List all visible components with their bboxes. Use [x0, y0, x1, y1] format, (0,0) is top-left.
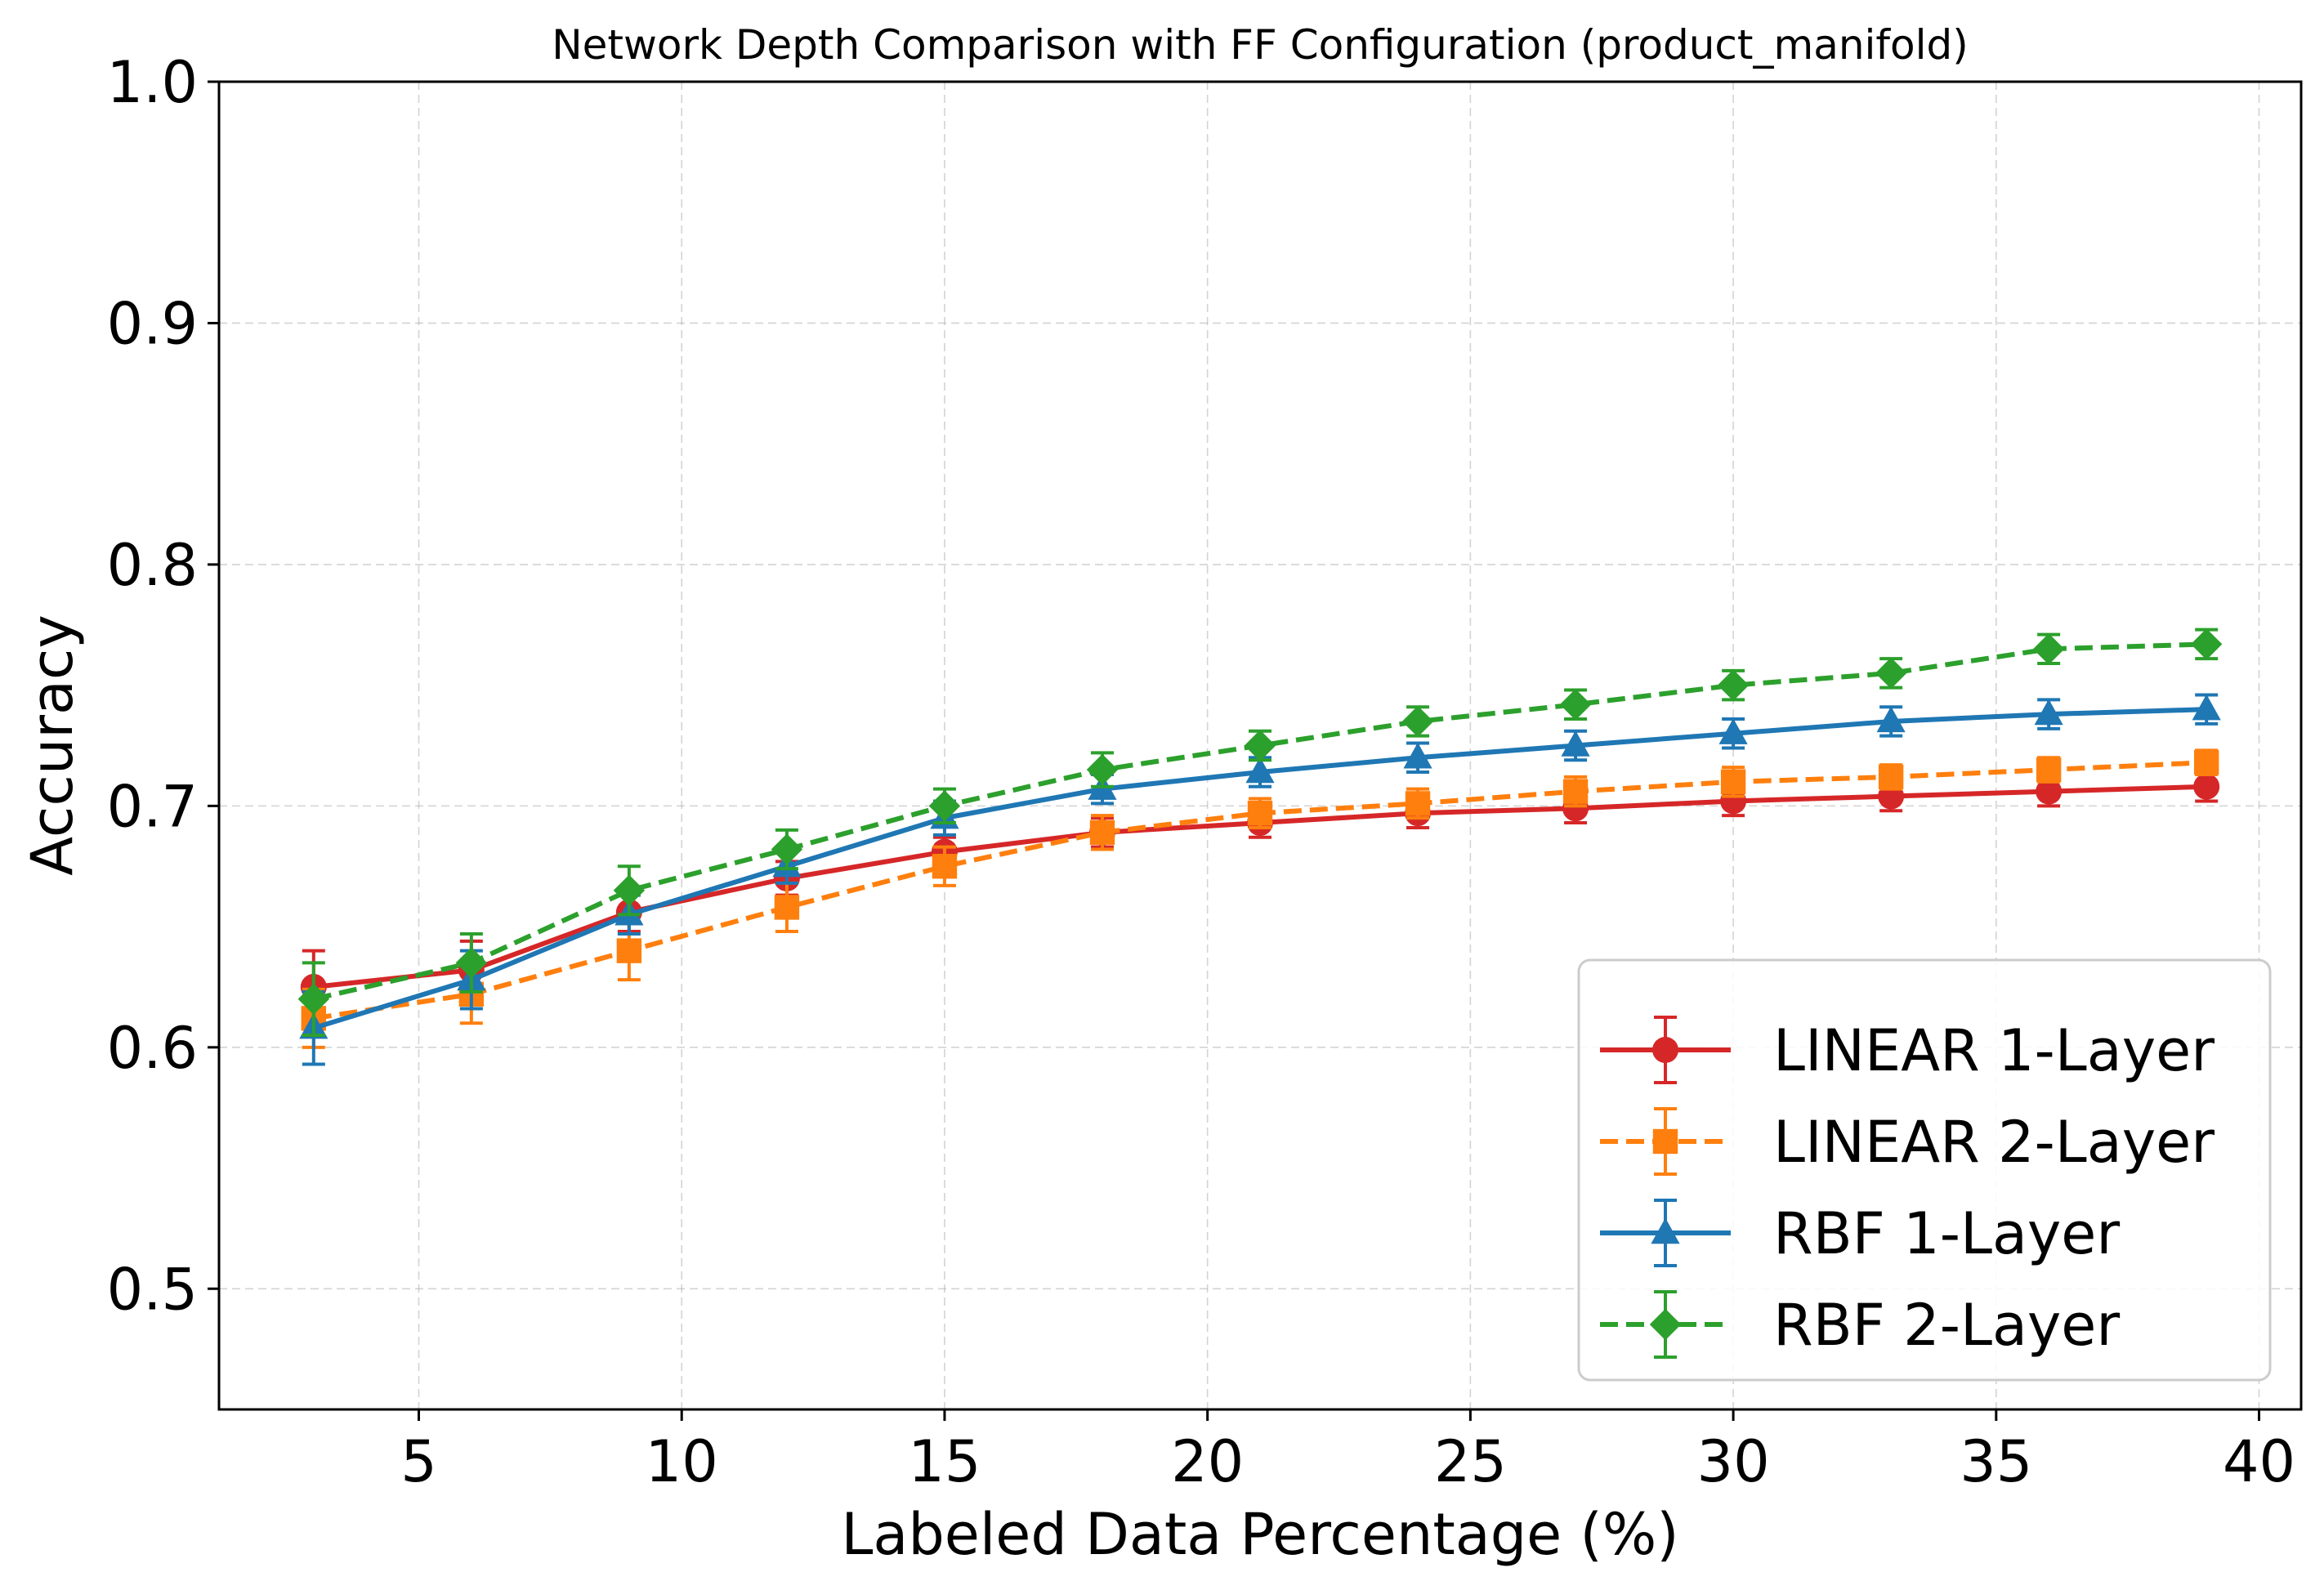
legend-label-linear-1-layer: LINEAR 1-Layer	[1773, 1017, 2215, 1084]
x-tick-label: 5	[400, 1428, 437, 1495]
data-point-rbf-2-layer	[2190, 628, 2223, 660]
data-point-rbf-2-layer	[297, 983, 330, 1015]
data-point-rbf-2-layer	[1086, 753, 1119, 786]
y-tick-label: 1.0	[107, 49, 198, 116]
data-point-rbf-2-layer	[928, 790, 961, 822]
legend-entry-linear-2-layer: LINEAR 2-Layer	[1600, 1107, 2215, 1176]
legend: LINEAR 1-Layer LINEAR 2-Layer RBF 1-Layer R…	[1577, 958, 2272, 1382]
data-point-rbf-2-layer	[2032, 633, 2065, 665]
y-tick-label: 0.8	[107, 532, 198, 599]
data-point-linear-2-layer	[616, 938, 642, 963]
data-point-rbf-1-layer	[2034, 699, 2063, 726]
legend-label-rbf-1-layer: RBF 1-Layer	[1773, 1200, 2120, 1267]
data-point-rbf-2-layer	[1875, 657, 1907, 690]
legend-box	[1577, 958, 2272, 1382]
plot-frame	[217, 80, 2303, 1411]
plot-series	[297, 628, 2223, 1066]
data-point-linear-2-layer	[1089, 820, 1115, 846]
y-tick-label: 0.6	[107, 1015, 198, 1082]
y-tick-label: 0.7	[107, 773, 198, 840]
x-axis-label: Labeled Data Percentage (%)	[841, 1501, 1678, 1568]
data-point-rbf-1-layer	[1876, 706, 1906, 733]
data-point-rbf-2-layer	[771, 833, 803, 865]
data-point-linear-1-layer	[1720, 788, 1747, 815]
data-point-linear-2-layer	[1247, 801, 1273, 826]
data-point-linear-2-layer	[1720, 769, 1746, 795]
x-tick-label: 40	[2223, 1428, 2295, 1495]
axis-ticks: 5 10 15 20 25 30 35 40 0.5 0.6 0.7 0.8 0.9 1.0	[107, 49, 2295, 1495]
x-tick-label: 20	[1171, 1428, 1244, 1495]
y-tick-label: 0.5	[107, 1256, 198, 1323]
data-point-linear-2-layer	[1562, 779, 1589, 804]
y-tick-label: 0.9	[107, 290, 198, 357]
x-tick-label: 35	[1960, 1428, 2032, 1495]
data-point-rbf-2-layer	[455, 947, 488, 979]
data-point-linear-2-layer	[1878, 764, 1904, 790]
data-point-linear-1-layer	[2193, 773, 2220, 800]
series-rbf-2-layer	[297, 628, 2223, 1038]
data-point-linear-2-layer	[932, 854, 958, 879]
data-point-rbf-2-layer	[613, 874, 646, 906]
x-tick-label: 10	[646, 1428, 718, 1495]
x-tick-label: 30	[1697, 1428, 1770, 1495]
legend-entry-rbf-2-layer: RBF 2-Layer	[1600, 1290, 2120, 1359]
legend-entry-linear-1-layer: LINEAR 1-Layer	[1600, 1016, 2215, 1084]
data-point-linear-2-layer	[2193, 749, 2219, 775]
data-point-rbf-2-layer	[1717, 669, 1750, 701]
data-point-rbf-2-layer	[1401, 705, 1434, 738]
data-point-rbf-1-layer	[2192, 694, 2221, 721]
data-point-rbf-1-layer	[1245, 757, 1275, 784]
x-tick-label: 15	[908, 1428, 981, 1495]
x-tick-label: 25	[1434, 1428, 1507, 1495]
legend-marker-rbf-2-layer	[1649, 1308, 1682, 1341]
legend-label-linear-2-layer: LINEAR 2-Layer	[1773, 1109, 2215, 1176]
chart-title: Network Depth Comparison with FF Configu…	[552, 21, 1969, 69]
legend-entry-rbf-1-layer: RBF 1-Layer	[1600, 1199, 2120, 1267]
legend-label-rbf-2-layer: RBF 2-Layer	[1773, 1292, 2120, 1359]
data-point-linear-2-layer	[2036, 757, 2062, 783]
data-point-rbf-2-layer	[1559, 689, 1592, 721]
data-point-linear-2-layer	[1405, 791, 1431, 816]
data-point-rbf-1-layer	[1403, 742, 1432, 769]
data-point-linear-1-layer	[2036, 778, 2063, 805]
data-point-rbf-2-layer	[1244, 730, 1276, 762]
y-axis-label: Accuracy	[19, 614, 86, 876]
legend-marker-linear-1-layer	[1652, 1037, 1678, 1063]
data-point-rbf-1-layer	[1561, 730, 1590, 757]
legend-entries: LINEAR 1-Layer LINEAR 2-Layer RBF 1-Layer R…	[1600, 1016, 2215, 1359]
data-point-rbf-1-layer	[1718, 718, 1748, 744]
data-point-linear-2-layer	[774, 895, 800, 920]
legend-marker-rbf-1-layer	[1651, 1217, 1680, 1244]
legend-marker-linear-2-layer	[1652, 1128, 1678, 1155]
